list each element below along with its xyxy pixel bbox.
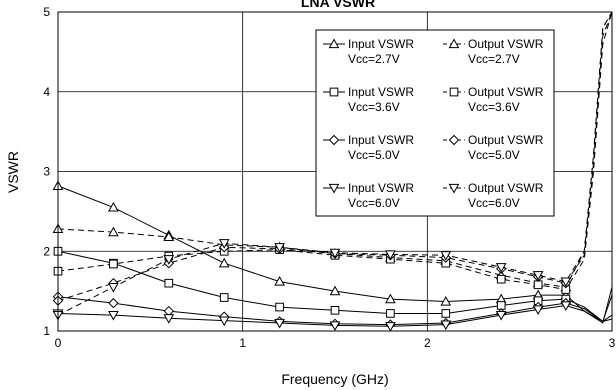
legend-sublabel: Vcc=6.0V [348, 196, 400, 210]
series-line [57, 11, 613, 291]
legend-sublabel: Vcc=2.7V [468, 52, 520, 66]
data-point [108, 310, 119, 321]
x-tick-label: 0 [55, 336, 62, 350]
series-line [57, 185, 613, 322]
series-group [52, 11, 613, 332]
data-point [532, 271, 544, 281]
data-point [386, 309, 395, 318]
data-point [385, 250, 396, 260]
legend-marker [328, 183, 340, 194]
data-point [496, 274, 506, 284]
data-point [495, 263, 507, 273]
data-point [532, 305, 544, 315]
data-point [219, 293, 229, 302]
data-point [108, 201, 119, 212]
legend-sublabel: Vcc=3.6V [348, 100, 400, 114]
series-3 [53, 246, 613, 322]
legend-marker [448, 38, 460, 49]
series-line [57, 294, 613, 326]
legend-label: Output VSWR [468, 85, 544, 99]
y-tick-label: 2 [43, 244, 50, 258]
data-point [533, 280, 543, 290]
data-point [560, 277, 572, 288]
legend-label: Input VSWR [348, 181, 414, 195]
plot-frame [57, 11, 613, 332]
x-tick-label: 3 [609, 336, 616, 350]
data-point [108, 283, 119, 293]
legend-marker [329, 87, 339, 97]
legend-marker [328, 134, 340, 146]
series-line [57, 11, 613, 302]
data-point [108, 297, 119, 309]
legend-sublabel: Vcc=3.6V [468, 100, 520, 114]
legend-sublabel: Vcc=5.0V [348, 148, 400, 162]
data-point [109, 259, 118, 269]
data-point [108, 226, 119, 237]
data-point [164, 278, 174, 288]
x-tick-label: 2 [424, 336, 431, 350]
legend-label: Input VSWR [348, 37, 414, 51]
series-line [57, 250, 613, 322]
series-line [57, 286, 613, 327]
data-point [218, 239, 230, 249]
data-point [440, 251, 452, 261]
legend-label: Output VSWR [468, 133, 544, 147]
chart-title: LNA VSWR [301, 0, 375, 10]
data-point [274, 276, 285, 286]
data-point [163, 255, 175, 265]
data-point [329, 285, 341, 296]
legend-label: Input VSWR [348, 85, 414, 99]
legend-marker [448, 134, 460, 146]
x-axis-label: Frequency (GHz) [281, 371, 388, 387]
data-point [495, 310, 507, 321]
data-point [385, 322, 396, 332]
legend-sublabel: Vcc=6.0V [468, 196, 520, 210]
data-point [441, 309, 451, 318]
data-point [275, 302, 284, 312]
data-point [560, 301, 572, 312]
data-point [274, 318, 285, 329]
y-tick-label: 3 [43, 165, 50, 179]
legend-label: Input VSWR [348, 133, 414, 147]
legend-label: Output VSWR [468, 181, 544, 195]
y-tick-label: 1 [43, 324, 50, 338]
data-point [218, 257, 230, 268]
data-point [163, 314, 175, 324]
data-point [533, 296, 543, 306]
data-point [440, 295, 452, 306]
data-point [385, 293, 396, 304]
legend-sublabel: Vcc=2.7V [348, 52, 400, 66]
legend-label: Output VSWR [468, 37, 544, 51]
data-point [218, 316, 230, 327]
data-point [163, 231, 175, 241]
legend-box [315, 29, 555, 217]
data-point [330, 305, 340, 315]
y-axis-label: VSWR [5, 151, 21, 193]
data-point [440, 320, 452, 331]
legend-sublabel: Vcc=5.0V [468, 148, 520, 162]
y-tick-label: 5 [43, 5, 50, 19]
legend-marker [328, 38, 340, 49]
data-point [274, 243, 285, 253]
data-point [496, 301, 506, 310]
data-point [329, 321, 341, 331]
legend-marker [449, 87, 459, 97]
data-point [329, 248, 341, 259]
legend-marker [448, 183, 460, 194]
y-tick-label: 4 [43, 85, 50, 99]
x-tick-label: 1 [239, 336, 246, 350]
